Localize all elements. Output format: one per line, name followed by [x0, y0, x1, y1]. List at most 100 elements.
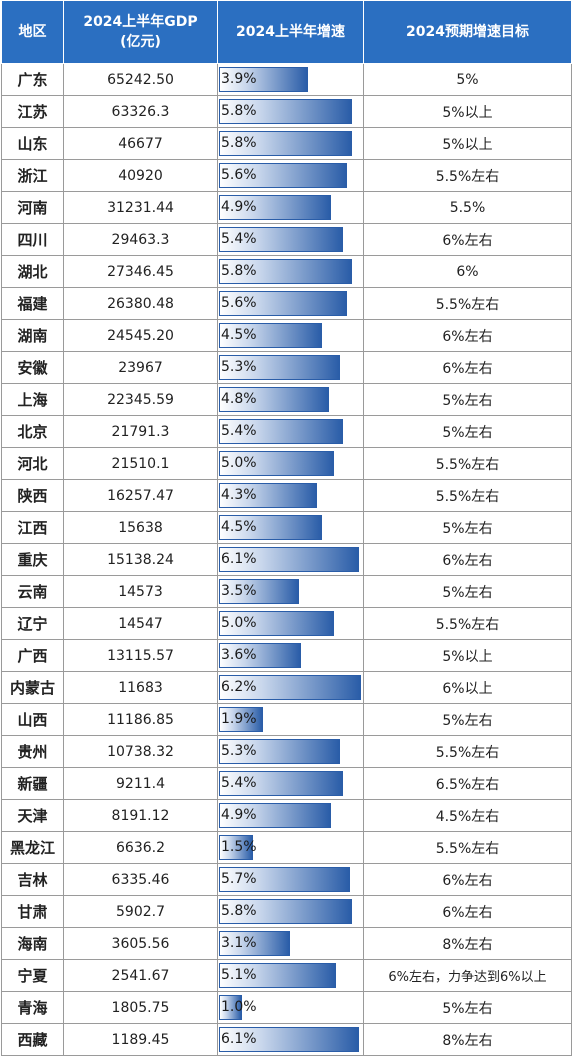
growth-label: 4.9% — [221, 199, 257, 215]
table-row: 陕西 16257.47 4.3% 5.5%左右 — [1, 479, 572, 512]
target-cell: 5%左右 — [363, 383, 572, 416]
region-cell: 陕西 — [1, 479, 64, 512]
growth-bar — [219, 451, 334, 476]
target-cell: 5%以上 — [363, 639, 572, 672]
growth-bar — [219, 227, 343, 252]
growth-label: 3.6% — [221, 647, 257, 663]
growth-bar — [219, 803, 331, 828]
growth-label: 4.9% — [221, 807, 257, 823]
gdp-cell: 3605.56 — [63, 927, 218, 960]
growth-label: 5.8% — [221, 103, 257, 119]
gdp-cell: 2541.67 — [63, 959, 218, 992]
growth-cell: 5.4% — [217, 223, 364, 256]
target-cell: 6%以上 — [363, 671, 572, 704]
target-cell: 6%左右 — [363, 543, 572, 576]
growth-bar — [219, 323, 322, 348]
target-cell: 6.5%左右 — [363, 767, 572, 800]
growth-cell: 6.1% — [217, 543, 364, 576]
table-row: 内蒙古 11683 6.2% 6%以上 — [1, 671, 572, 704]
header-region: 地区 — [1, 0, 64, 64]
region-cell: 浙江 — [1, 159, 64, 192]
growth-label: 5.8% — [221, 903, 257, 919]
growth-bar — [219, 995, 242, 1020]
growth-cell: 3.1% — [217, 927, 364, 960]
target-cell: 5.5%左右 — [363, 159, 572, 192]
growth-bar — [219, 387, 329, 412]
growth-label: 4.5% — [221, 519, 257, 535]
growth-bar — [219, 547, 359, 572]
growth-bar — [219, 355, 340, 380]
table-row: 四川 29463.3 5.4% 6%左右 — [1, 223, 572, 256]
growth-cell: 5.8% — [217, 95, 364, 128]
growth-label: 5.7% — [221, 871, 257, 887]
gdp-cell: 15138.24 — [63, 543, 218, 576]
region-cell: 河北 — [1, 447, 64, 480]
table-row: 重庆 15138.24 6.1% 6%左右 — [1, 543, 572, 576]
growth-label: 1.5% — [221, 839, 257, 855]
gdp-cell: 8191.12 — [63, 799, 218, 832]
gdp-cell: 27346.45 — [63, 255, 218, 288]
growth-bar — [219, 1027, 359, 1052]
gdp-cell: 1805.75 — [63, 991, 218, 1024]
target-cell: 6%左右 — [363, 863, 572, 896]
table-row: 河北 21510.1 5.0% 5.5%左右 — [1, 447, 572, 480]
growth-cell: 5.6% — [217, 287, 364, 320]
region-cell: 福建 — [1, 287, 64, 320]
target-cell: 6% — [363, 255, 572, 288]
gdp-cell: 9211.4 — [63, 767, 218, 800]
growth-cell: 6.1% — [217, 1023, 364, 1056]
growth-bar — [219, 483, 317, 508]
growth-label: 3.9% — [221, 71, 257, 87]
gdp-cell: 21791.3 — [63, 415, 218, 448]
region-cell: 海南 — [1, 927, 64, 960]
growth-label: 6.1% — [221, 551, 257, 567]
growth-cell: 4.3% — [217, 479, 364, 512]
growth-cell: 4.5% — [217, 511, 364, 544]
growth-cell: 1.5% — [217, 831, 364, 864]
region-cell: 青海 — [1, 991, 64, 1024]
growth-bar — [219, 963, 336, 988]
region-cell: 贵州 — [1, 735, 64, 768]
table-row: 湖北 27346.45 5.8% 6% — [1, 255, 572, 288]
table-row: 广西 13115.57 3.6% 5%以上 — [1, 639, 572, 672]
growth-label: 4.5% — [221, 327, 257, 343]
table-row: 青海 1805.75 1.0% 5%左右 — [1, 991, 572, 1024]
region-cell: 山东 — [1, 127, 64, 160]
region-cell: 河南 — [1, 191, 64, 224]
growth-bar — [219, 643, 301, 668]
region-cell: 山西 — [1, 703, 64, 736]
growth-cell: 3.6% — [217, 639, 364, 672]
table-body: 广东 65242.50 3.9% 5% 江苏 63326.3 5.8% 5%以上 山东 46677… — [1, 63, 572, 1056]
table-row: 福建 26380.48 5.6% 5.5%左右 — [1, 287, 572, 320]
target-cell: 5.5%左右 — [363, 735, 572, 768]
growth-label: 5.4% — [221, 423, 257, 439]
target-cell: 4.5%左右 — [363, 799, 572, 832]
region-cell: 甘肃 — [1, 895, 64, 928]
growth-cell: 1.9% — [217, 703, 364, 736]
growth-cell: 4.5% — [217, 319, 364, 352]
growth-bar — [219, 419, 343, 444]
gdp-cell: 13115.57 — [63, 639, 218, 672]
gdp-cell: 15638 — [63, 511, 218, 544]
table-row: 辽宁 14547 5.0% 5.5%左右 — [1, 607, 572, 640]
gdp-cell: 6636.2 — [63, 831, 218, 864]
gdp-cell: 31231.44 — [63, 191, 218, 224]
region-cell: 新疆 — [1, 767, 64, 800]
growth-label: 3.1% — [221, 935, 257, 951]
growth-bar — [219, 771, 343, 796]
region-cell: 安徽 — [1, 351, 64, 384]
target-cell: 5.5%左右 — [363, 287, 572, 320]
growth-bar — [219, 131, 352, 156]
target-cell: 5%以上 — [363, 127, 572, 160]
table-row: 云南 14573 3.5% 5%左右 — [1, 575, 572, 608]
region-cell: 西藏 — [1, 1023, 64, 1056]
target-cell: 5%左右 — [363, 511, 572, 544]
growth-bar — [219, 195, 331, 220]
gdp-cell: 40920 — [63, 159, 218, 192]
table-row: 海南 3605.56 3.1% 8%左右 — [1, 927, 572, 960]
region-cell: 四川 — [1, 223, 64, 256]
table-row: 上海 22345.59 4.8% 5%左右 — [1, 383, 572, 416]
gdp-cell: 24545.20 — [63, 319, 218, 352]
growth-cell: 5.4% — [217, 767, 364, 800]
